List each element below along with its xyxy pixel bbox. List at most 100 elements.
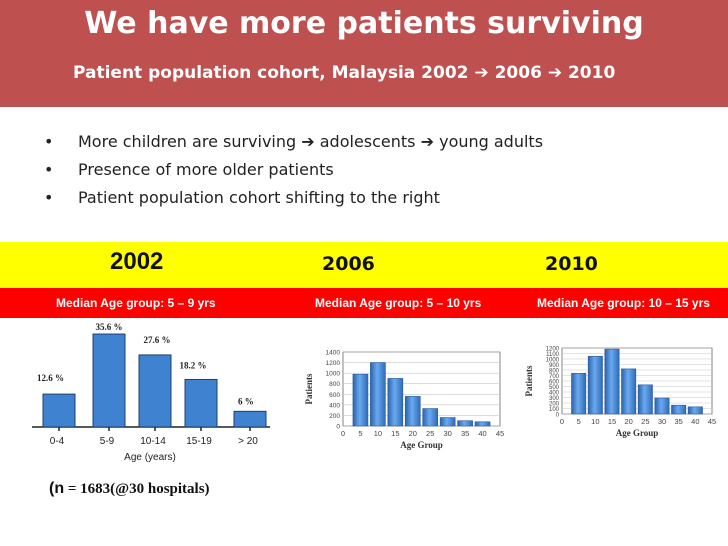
data-label: 35.6 % — [96, 322, 123, 332]
bar — [184, 378, 218, 428]
bullet-item: • Patient population cohort shifting to t… — [44, 184, 543, 212]
x-tick-label: 15 — [608, 417, 616, 426]
bar — [352, 373, 369, 427]
chart-2006: 0 200 400 600 800 1000 1200 1400 0 5 10 15 20 25 30 35 4… — [304, 350, 504, 451]
y-tick-label: 500 — [549, 385, 560, 391]
x-tick-label: 5 — [577, 417, 581, 426]
x-tick-label: 15-19 — [186, 436, 212, 447]
median-label-2006: Median Age group: 5 – 10 yrs — [315, 296, 482, 310]
x-tick-label: 5-9 — [100, 436, 115, 447]
plot-area — [342, 351, 501, 427]
year-label-2010: 2010 — [545, 253, 598, 275]
x-axis-title: Age Group — [400, 440, 443, 450]
x-tick-label: 35 — [461, 429, 469, 438]
x-tick-label: 0 — [341, 429, 345, 438]
y-tick-label: 800 — [549, 369, 560, 375]
bar — [233, 410, 267, 428]
y-tick-label: 1000 — [326, 371, 341, 378]
y-tick-label: 0 — [556, 413, 560, 419]
y-tick-label: 600 — [329, 392, 340, 399]
median-label-2010: Median Age group: 10 – 15 yrs — [537, 296, 710, 310]
page-title: We have more patients surviving — [84, 6, 644, 41]
bar — [654, 397, 670, 415]
median-label-2002: Median Age group: 5 – 9 yrs — [56, 296, 216, 310]
median-band — [0, 288, 728, 318]
bullet-item: • Presence of more older patients — [44, 156, 543, 184]
title-banner: We have more patients surviving Patient … — [0, 0, 728, 107]
bar — [422, 408, 439, 427]
bullet-icon: • — [44, 132, 54, 151]
y-tick-label: 1200 — [546, 347, 560, 353]
x-axis-title: Age (years) — [124, 452, 176, 463]
sample-size-note: (n = 1683(@30 hospitals) — [49, 480, 210, 497]
bar — [439, 417, 456, 427]
bar — [604, 348, 620, 415]
y-tick-label: 200 — [549, 402, 560, 408]
x-axis-title: Age Group — [616, 428, 659, 438]
y-tick-label: 700 — [549, 374, 560, 380]
bar — [621, 368, 637, 415]
x-tick-label: 35 — [674, 417, 682, 426]
data-label: 12.6 % — [37, 373, 64, 383]
chart-2010: 0100200300400500600700800900100011001200… — [524, 347, 716, 439]
x-tick-label: 0 — [560, 417, 564, 426]
bullet-icon: • — [44, 188, 54, 207]
y-axis-title: Patients — [304, 373, 314, 404]
bar — [671, 404, 687, 415]
y-tick-label: 100 — [549, 407, 560, 413]
bar — [474, 421, 491, 427]
x-tick-label: 10-14 — [140, 436, 166, 447]
x-tick-label: 30 — [658, 417, 666, 426]
x-tick-label: 15 — [391, 429, 399, 438]
x-tick-label: 20 — [409, 429, 417, 438]
x-tick-label: 45 — [496, 429, 504, 438]
data-label: 18.2 % — [180, 360, 207, 370]
y-axis-title: Patients — [524, 365, 534, 396]
bar — [404, 396, 421, 427]
bar — [370, 362, 386, 427]
year-label-2002: 2002 — [110, 248, 164, 275]
page-subtitle: Patient population cohort, Malaysia 2002… — [73, 63, 616, 83]
x-tick-label: > 20 — [238, 436, 258, 447]
y-tick-label: 300 — [549, 396, 560, 402]
bar — [387, 378, 404, 427]
y-tick-label: 1100 — [546, 352, 560, 358]
bullet-icon: • — [44, 160, 54, 179]
bullet-text: Patient population cohort shifting to th… — [78, 188, 440, 207]
bullet-text: Presence of more older patients — [78, 160, 334, 179]
bar — [637, 384, 653, 415]
x-tick-label: 40 — [478, 429, 486, 438]
bar — [138, 354, 172, 428]
x-tick-label: 20 — [624, 417, 632, 426]
data-label: 27.6 % — [144, 335, 171, 345]
x-tick-label: 10 — [374, 429, 382, 438]
y-tick-label: 600 — [549, 380, 560, 386]
x-tick-label: 25 — [426, 429, 434, 438]
x-tick-label: 40 — [691, 417, 699, 426]
y-tick-label: 1000 — [546, 358, 560, 364]
bar — [687, 406, 703, 415]
y-tick-label: 900 — [549, 363, 560, 369]
x-tick-label: 25 — [641, 417, 649, 426]
bar — [42, 393, 76, 428]
bullet-item: • More children are surviving ➔ adolescen… — [44, 128, 543, 156]
y-tick-label: 1400 — [326, 350, 341, 357]
bar — [457, 420, 473, 427]
y-tick-label: 400 — [549, 391, 560, 397]
x-tick-label: 0-4 — [50, 436, 65, 447]
bar — [92, 333, 126, 428]
y-tick-label: 400 — [329, 402, 340, 409]
x-tick-label: 45 — [708, 417, 716, 426]
bar — [587, 355, 603, 415]
year-label-2006: 2006 — [322, 253, 375, 275]
data-label: 6 % — [238, 396, 254, 406]
year-band — [0, 242, 728, 288]
bullet-text: More children are surviving ➔ adolescent… — [78, 132, 544, 151]
y-tick-label: 800 — [329, 381, 340, 388]
y-tick-label: 1200 — [326, 360, 341, 367]
y-tick-label: 200 — [329, 413, 340, 420]
x-tick-label: 30 — [443, 429, 451, 438]
chart-2002: 12.6 % 0-4 35.6 % 5-9 27.6 % 10-14 18.2 % 15-19… — [32, 322, 270, 463]
x-tick-label: 10 — [591, 417, 599, 426]
x-tick-label: 5 — [358, 429, 362, 438]
